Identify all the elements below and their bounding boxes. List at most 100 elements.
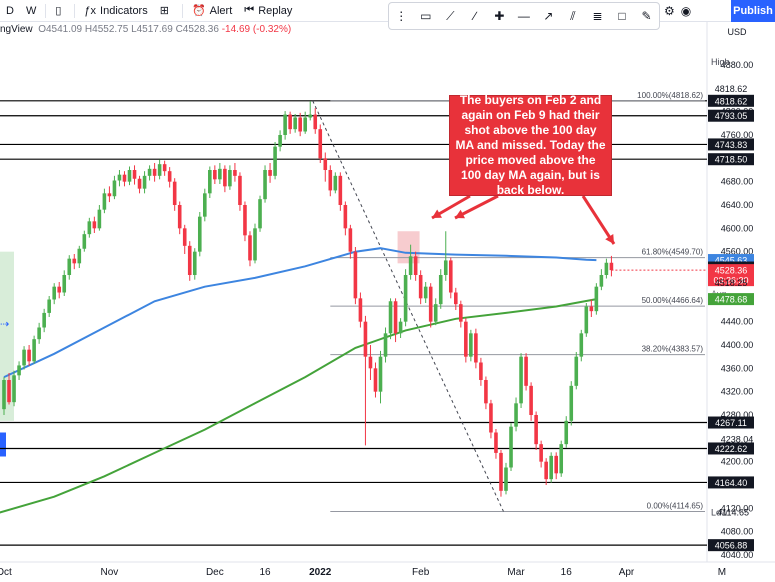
candle-body	[609, 262, 614, 271]
candle-body	[413, 256, 418, 275]
level-badge-label: 4743.83	[715, 140, 748, 150]
candle-body	[519, 356, 523, 404]
countdown-label: 03:26:30	[713, 276, 748, 286]
candle-body	[564, 420, 569, 445]
candle-body	[283, 114, 287, 135]
price-badge	[708, 264, 754, 287]
brush-icon[interactable]: ⟋	[446, 8, 455, 23]
replay-label: Replay	[258, 4, 293, 17]
time-tick-label: Apr	[619, 567, 635, 578]
price-tick-label: 4400.00	[721, 340, 754, 350]
candle-body	[203, 193, 207, 217]
annotation-arrowhead	[605, 234, 614, 244]
level-badge-label: 4056.88	[715, 541, 748, 551]
candle-body	[17, 365, 21, 376]
candle-body	[273, 146, 277, 176]
level-badge-label: 4718.50	[715, 155, 748, 165]
candle-body	[494, 432, 498, 453]
cross-icon[interactable]: ✚	[494, 9, 505, 23]
price-tick-label: 4880.00	[721, 60, 754, 70]
candle-body	[37, 327, 41, 340]
left-arrow-icon: ⇢	[0, 318, 9, 331]
chart-type-button[interactable]: ▯	[49, 0, 71, 22]
candle-body	[213, 170, 217, 180]
settings-icon[interactable]: ⚙	[664, 4, 675, 18]
toolbar-divider	[45, 3, 47, 18]
candle-body	[248, 235, 252, 261]
candle-body	[182, 228, 187, 246]
candle-body	[353, 251, 358, 299]
publish-button[interactable]: Publish	[731, 0, 775, 22]
legend-high: H4552.75	[84, 24, 129, 35]
left-range-zone	[0, 251, 14, 421]
candle-body	[529, 385, 533, 415]
candle-body	[77, 248, 82, 264]
replay-button[interactable]: ⏮ Replay	[238, 0, 298, 22]
price-tick-label: 4200.00	[721, 457, 754, 467]
level-badge-label: 4222.62	[715, 444, 748, 454]
candle-body	[147, 168, 152, 176]
legend-low: L4517.69	[131, 24, 173, 35]
drag-handle-icon[interactable]: ⋮	[395, 9, 408, 23]
candle-body	[27, 349, 31, 362]
interval-w-button[interactable]: W	[25, 4, 37, 17]
candle-body	[157, 164, 162, 176]
candle-body	[278, 135, 282, 147]
time-tick-label: 16	[561, 567, 573, 578]
replay-icon: ⏮	[244, 4, 255, 16]
indicators-label: Indicators	[100, 4, 148, 17]
trend-line-icon[interactable]: ∕	[473, 9, 476, 23]
candle-body	[112, 180, 117, 197]
annotation-box: The buyers on Feb 2 and again on Feb 9 h…	[449, 93, 612, 197]
candle-body	[318, 129, 323, 159]
candle-body	[469, 333, 473, 357]
annotation-arrowhead	[455, 209, 465, 219]
candle-body	[428, 286, 433, 322]
level-badge	[708, 138, 754, 151]
candle-body	[574, 356, 579, 386]
candle-body	[218, 168, 222, 180]
fib-level-label: 50.00%(4466.64)	[642, 296, 704, 305]
candle-body	[293, 117, 297, 130]
toolbar-divider	[181, 3, 183, 18]
level-badge-label: 4267.11	[715, 418, 747, 428]
candle-body	[363, 321, 368, 357]
parallel-channel-icon[interactable]: ⫽	[570, 8, 576, 23]
legend-source: ngView	[0, 24, 33, 35]
candle-body	[499, 452, 503, 491]
time-tick-label: Mar	[507, 567, 525, 578]
fib-icon[interactable]: ≣	[592, 9, 603, 23]
candle-body	[177, 205, 182, 229]
candle-body	[57, 286, 62, 293]
camera-icon[interactable]: ◉	[680, 4, 692, 18]
grid-icon: ⊞	[159, 5, 169, 17]
rectangle-icon[interactable]: □	[618, 9, 626, 23]
horizontal-line-icon[interactable]: —	[517, 9, 530, 23]
alert-button[interactable]: ⏰ Alert	[186, 0, 238, 22]
interval-d-button[interactable]: D	[6, 4, 14, 17]
pencil-icon[interactable]: ✎	[641, 9, 652, 23]
text-note-icon[interactable]: ▭	[420, 9, 432, 23]
ma100-badge-label: 4545.63	[715, 256, 748, 266]
price-tick-label: 4760.00	[721, 130, 754, 140]
ray-icon[interactable]: ↗	[543, 9, 554, 23]
ma200-line	[0, 298, 597, 514]
candle-body	[142, 175, 147, 189]
fib-level-label: 100.00%(4818.62)	[637, 91, 703, 100]
candle-body	[534, 415, 538, 445]
time-tick-label: 16	[259, 567, 271, 578]
candle-body	[524, 356, 528, 386]
candle-body	[137, 178, 142, 189]
indicators-button[interactable]: ƒx Indicators	[78, 0, 153, 22]
avg-value-label: 4518.25	[715, 278, 748, 288]
candle-body	[132, 170, 137, 179]
candle-body	[223, 168, 227, 187]
layout-button[interactable]: ⊞	[154, 0, 179, 22]
price-tick-label: 4360.00	[721, 363, 754, 373]
high-value-badge	[708, 82, 754, 94]
candle-body	[474, 333, 478, 363]
candle-body	[589, 306, 594, 312]
legend-open: O4541.09	[38, 24, 83, 35]
price-tick-label: 4280.00	[721, 410, 754, 420]
